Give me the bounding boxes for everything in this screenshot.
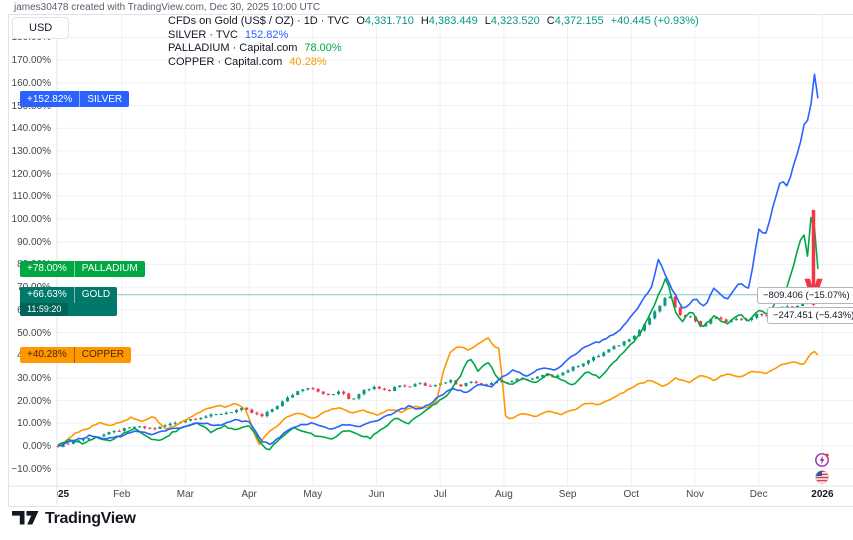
gold-badge-name: GOLD bbox=[81, 289, 111, 301]
y-axis-label: 0.00% bbox=[22, 441, 51, 452]
ohlc-value: 4,372.155 bbox=[554, 15, 604, 27]
x-axis-label: Aug bbox=[494, 489, 513, 500]
y-axis-label: 100.00% bbox=[11, 214, 51, 225]
silver-symbol-title: SILVER · TVC bbox=[168, 28, 238, 41]
gold-change-value: +40.445 (+0.93%) bbox=[610, 15, 699, 27]
ohlc-letter: L bbox=[484, 15, 491, 27]
silver-badge-name: SILVER bbox=[87, 93, 123, 105]
legend: CFDs on Gold (US$ / OZ) · 1D · TVC O4,331… bbox=[168, 15, 699, 69]
chart-panel-border bbox=[8, 14, 853, 507]
palladium-line bbox=[57, 216, 819, 451]
x-axis-label: Feb bbox=[113, 489, 131, 500]
copper-price-badge[interactable]: +40.28% COPPER bbox=[20, 346, 131, 363]
gold-price-badge[interactable]: +66.63% GOLD 11:59:20 bbox=[20, 286, 118, 316]
y-axis-label: 10.00% bbox=[17, 418, 51, 430]
time-scale[interactable]: 2025 Feb Mar Apr May Jun Jul Aug Sep Oct Nov Dec 202… bbox=[57, 487, 853, 505]
ohlc-value: 4,323.520 bbox=[490, 15, 540, 27]
gold-ohlc-values: O4,331.710 H4,383.449 L4,323.520 C4,372.155 bbox=[349, 15, 603, 27]
tradingview-wordmark: TradingView bbox=[45, 510, 136, 527]
y-axis-label: 140.00% bbox=[11, 123, 51, 135]
attribution-text: james30478 created with TradingView.com,… bbox=[14, 2, 321, 13]
y-axis-label: 50.00% bbox=[17, 327, 51, 339]
legend-row-gold[interactable]: CFDs on Gold (US$ / OZ) · 1D · TVC O4,331… bbox=[168, 15, 699, 29]
y-axis-label: 90.00% bbox=[17, 236, 51, 248]
legend-row-copper[interactable]: COPPER · Capital.com 40.28% bbox=[168, 56, 699, 70]
y-axis-label: 110.00% bbox=[12, 191, 51, 203]
x-axis-label: Mar bbox=[176, 489, 195, 500]
x-axis-label: May bbox=[303, 489, 323, 500]
x-axis-label: Nov bbox=[686, 489, 704, 500]
palladium-change-value: 78.00% bbox=[304, 42, 342, 55]
copper-change-value: 40.28% bbox=[289, 55, 327, 68]
copper-line bbox=[57, 337, 819, 448]
tradingview-logo-icon bbox=[12, 510, 39, 524]
gold-symbol-title: CFDs on Gold (US$ / OZ) · 1D · TVC bbox=[168, 15, 350, 27]
legend-row-palladium[interactable]: PALLADIUM · Capital.com 78.00% bbox=[168, 42, 699, 56]
legend-row-silver[interactable]: SILVER · TVC 152.82% bbox=[168, 29, 699, 43]
price-range-label-palladium[interactable]: −809.406 (−15.07%) −809 bbox=[757, 287, 853, 305]
us-holiday-flag-icon[interactable] bbox=[814, 469, 830, 485]
x-axis-label: Dec bbox=[749, 489, 768, 500]
price-range-label-secondary[interactable]: −247.451 (−5.43%) −247, bbox=[767, 307, 853, 325]
palladium-badge-value: +78.00% bbox=[27, 263, 67, 275]
x-axis-label: 2025 bbox=[57, 489, 70, 500]
y-axis-label: 30.00% bbox=[17, 372, 51, 384]
y-axis-label: −10.00% bbox=[11, 463, 51, 475]
y-axis-label: 160.00% bbox=[11, 77, 51, 89]
ohlc-value: 4,331.710 bbox=[364, 15, 414, 27]
x-axis-label: Jun bbox=[368, 489, 385, 500]
y-axis-label: 120.00% bbox=[11, 168, 51, 180]
x-axis-label: Apr bbox=[241, 489, 257, 500]
palladium-price-badge[interactable]: +78.00% PALLADIUM bbox=[20, 260, 145, 277]
palladium-symbol-title: PALLADIUM · Capital.com bbox=[168, 42, 298, 55]
x-axis-label: Oct bbox=[623, 489, 640, 500]
gold-badge-value: +66.63% bbox=[27, 289, 67, 301]
ohlc-value: 4,383.449 bbox=[428, 15, 478, 27]
silver-change-value: 152.82% bbox=[244, 28, 289, 41]
ohlc-letter: C bbox=[546, 15, 555, 27]
ohlc-letter: O bbox=[356, 15, 365, 27]
gold-badge-countdown: 11:59:20 bbox=[20, 302, 69, 316]
y-axis-label: 20.00% bbox=[17, 395, 51, 407]
x-axis-label: 2026 bbox=[811, 489, 834, 500]
silver-price-badge[interactable]: +152.82% SILVER bbox=[20, 91, 130, 108]
silver-badge-value: +152.82% bbox=[27, 93, 73, 105]
tradingview-footer-logo[interactable]: TradingView bbox=[12, 510, 136, 528]
copper-symbol-title: COPPER · Capital.com bbox=[168, 55, 283, 68]
currency-unit-button[interactable]: USD bbox=[12, 17, 70, 39]
x-axis-label: Sep bbox=[558, 489, 577, 500]
palladium-badge-name: PALLADIUM bbox=[81, 263, 138, 275]
copper-badge-name: COPPER bbox=[81, 349, 124, 361]
silver-line bbox=[58, 73, 819, 447]
price-scale[interactable]: 180.00%170.00%160.00%150.00%140.00%130.0… bbox=[0, 14, 53, 486]
ohlc-letter: H bbox=[420, 15, 429, 27]
y-axis-label: 170.00% bbox=[11, 55, 51, 67]
copper-badge-value: +40.28% bbox=[27, 349, 67, 361]
y-axis-label: 130.00% bbox=[11, 145, 51, 157]
economic-event-icon[interactable] bbox=[814, 452, 830, 468]
x-axis-label: Jul bbox=[433, 489, 447, 500]
